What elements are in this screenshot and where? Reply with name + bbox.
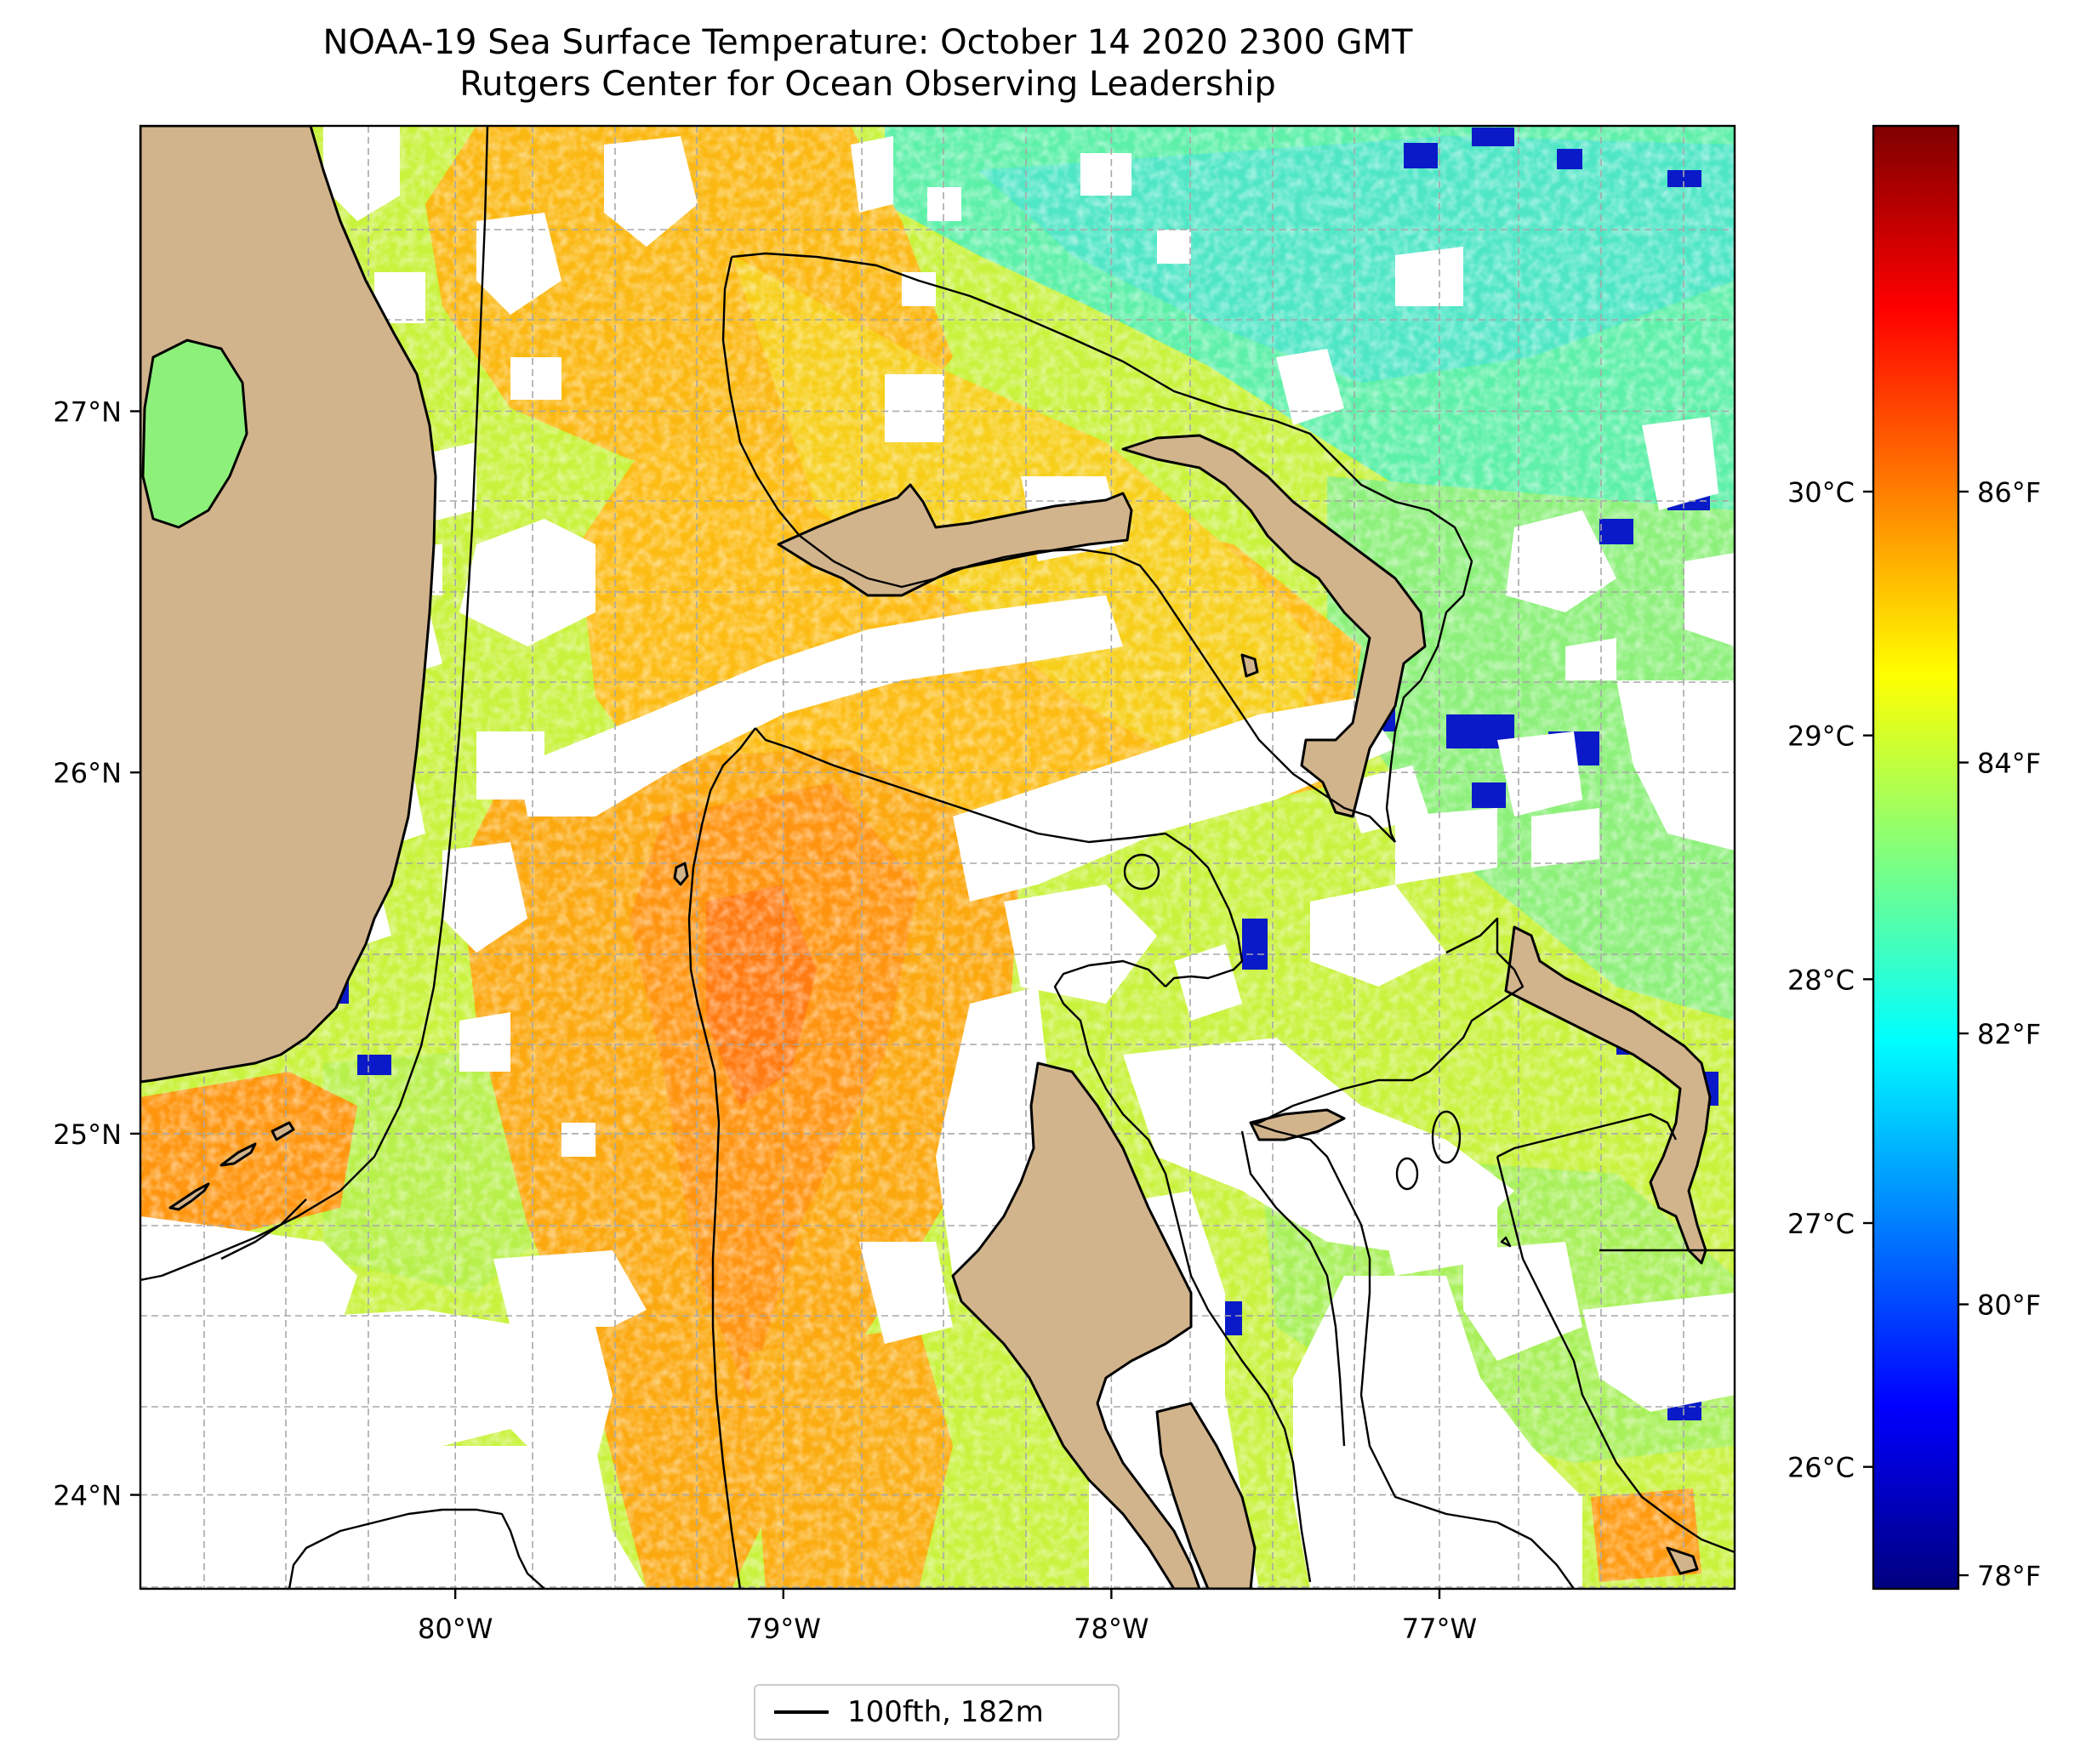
lon-tick-label: 77°W (1402, 1613, 1477, 1645)
land-new-providence (1249, 1108, 1346, 1141)
celsius-tick-label: 28°C (1787, 964, 1855, 996)
land (140, 126, 1712, 1589)
land-keys-2 (219, 1142, 257, 1167)
land-abaco (1121, 434, 1427, 818)
fahrenheit-tick-label: 84°F (1977, 748, 2041, 780)
lon-tick-label: 78°W (1074, 1613, 1148, 1645)
lat-tick-label: 27°N (53, 396, 122, 429)
land-andros (951, 1061, 1201, 1589)
land-exuma-cays (1666, 1546, 1699, 1575)
title-line-1: NOAA-19 Sea Surface Temperature: October… (322, 23, 1413, 62)
colorbar: 26°C 27°C 28°C 29°C 30°C 78°F 80°F 82°F 84°F 86°… (1787, 124, 2041, 1592)
map-frame (139, 124, 1736, 1590)
legend-line-swatch (774, 1710, 829, 1714)
longitude-axis: 80°W 79°W 78°W 77°W (418, 1589, 1477, 1645)
lon-tick-label: 80°W (418, 1613, 493, 1645)
title-line-2: Rutgers Center for Ocean Observing Leade… (459, 65, 1276, 104)
fahrenheit-tick-label: 78°F (1977, 1560, 2041, 1592)
fahrenheit-tick-label: 82°F (1977, 1018, 2041, 1050)
colorbar-gradient (1872, 124, 1960, 1590)
land-grand-bahama (777, 483, 1133, 597)
map-area (140, 126, 1735, 1589)
land-eleuthera (1504, 925, 1712, 1265)
isobath-100fth (140, 126, 1735, 1589)
figure-title: NOAA-19 Sea Surface Temperature: October… (0, 22, 1735, 105)
lon-tick-label: 79°W (746, 1613, 821, 1645)
legend-label: 100fth, 182m (847, 1695, 1044, 1729)
celsius-tick-label: 26°C (1787, 1452, 1855, 1484)
lat-tick-label: 26°N (53, 757, 122, 789)
colorbar-fahrenheit-axis: 78°F 80°F 82°F 84°F 86°F (1958, 476, 2041, 1592)
land-florida (140, 126, 437, 1084)
lat-tick-label: 25°N (53, 1118, 122, 1151)
latitude-axis: 24°N 25°N 26°N 27°N (53, 396, 140, 1512)
land-keys-3 (271, 1121, 295, 1141)
land-andros-south (1155, 1402, 1257, 1589)
celsius-tick-label: 27°C (1787, 1208, 1855, 1240)
map-legend: 100fth, 182m (754, 1684, 1120, 1740)
lake-okeechobee (143, 340, 247, 527)
fahrenheit-tick-label: 80°F (1977, 1289, 2041, 1322)
celsius-tick-label: 30°C (1787, 476, 1855, 509)
celsius-tick-label: 29°C (1787, 720, 1855, 753)
lat-tick-label: 24°N (53, 1480, 122, 1512)
land-florida-keys (168, 1182, 210, 1211)
fahrenheit-tick-label: 86°F (1977, 476, 2041, 509)
land-bimini (673, 862, 689, 886)
colorbar-celsius-axis: 26°C 27°C 28°C 29°C 30°C (1787, 476, 1873, 1484)
land-small-cay (1240, 653, 1259, 678)
